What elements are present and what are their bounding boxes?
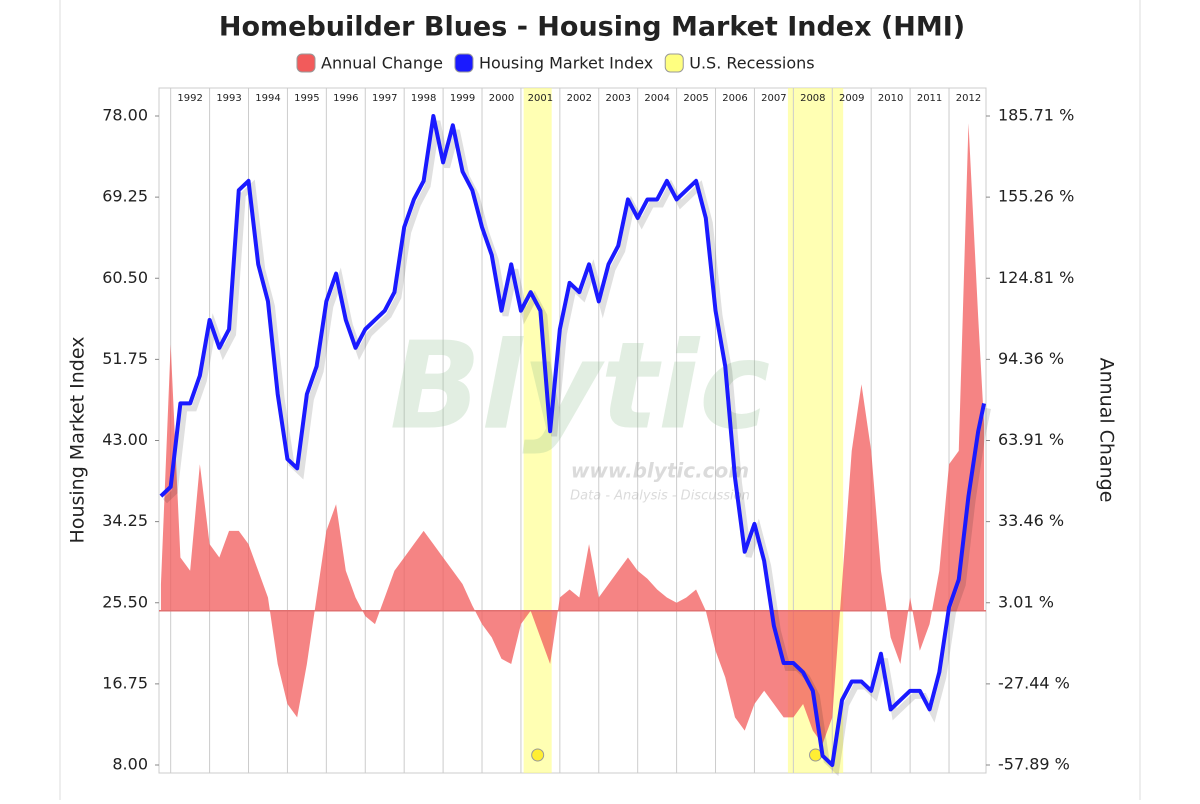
x-tick-label: 1992 — [177, 93, 202, 104]
x-tick-label: 2012 — [956, 93, 981, 104]
y2-axis-label: Annual Change — [1096, 358, 1118, 503]
watermark-url: www.blytic.com — [571, 459, 749, 483]
y2-tick-label: 185.71 % — [998, 106, 1074, 125]
x-tick-label: 1999 — [450, 93, 475, 104]
x-tick-label: 1997 — [372, 93, 397, 104]
y-tick-label: 34.25 — [102, 511, 148, 530]
hmi-line — [159, 114, 987, 767]
y2-tick-label: 94.36 % — [998, 349, 1064, 368]
x-tick-label: 2010 — [878, 93, 903, 104]
x-tick-label: 1995 — [294, 93, 319, 104]
event-marker — [531, 748, 545, 762]
x-tick-label: 2002 — [567, 93, 592, 104]
y-tick-label: 69.25 — [102, 187, 148, 206]
x-tick-label: 2000 — [489, 93, 514, 104]
x-tick-label: 2008 — [800, 93, 825, 104]
legend-label: Housing Market Index — [479, 54, 653, 73]
watermark-tagline: Data - Analysis - Discussion — [570, 489, 750, 504]
legend-label: Annual Change — [321, 54, 443, 73]
y-tick-label: 51.75 — [102, 349, 148, 368]
x-tick-label: 2003 — [606, 93, 631, 104]
legend-label: U.S. Recessions — [689, 54, 814, 73]
x-tick-label: 1998 — [411, 93, 436, 104]
x-tick-label: 2011 — [917, 93, 942, 104]
legend-swatch — [454, 53, 474, 73]
y2-tick-label: -27.44 % — [998, 673, 1070, 692]
y2-tick-label: 124.81 % — [998, 268, 1074, 287]
y2-tick-label: 63.91 % — [998, 430, 1064, 449]
x-tick-label: 2009 — [839, 93, 864, 104]
plot-border — [158, 87, 987, 774]
y2-tick-label: 155.26 % — [998, 187, 1074, 206]
y2-tick-label: 33.46 % — [998, 511, 1064, 530]
x-tick-label: 1996 — [333, 93, 358, 104]
recession-band — [523, 88, 552, 773]
y2-tick-label: 3.01 % — [998, 592, 1054, 611]
y-tick-label: 25.50 — [102, 592, 148, 611]
x-tick-label: 2001 — [528, 93, 553, 104]
x-tick-label: 1993 — [216, 93, 241, 104]
chart-title: Homebuilder Blues - Housing Market Index… — [219, 12, 965, 43]
y-axis-label: Housing Market Index — [67, 337, 89, 544]
y2-tick-label: -57.89 % — [998, 755, 1070, 774]
y-tick-label: 8.00 — [112, 755, 148, 774]
x-tick-label: 2007 — [761, 93, 786, 104]
x-tick-label: 1994 — [255, 93, 280, 104]
watermark-logo: Blytic — [390, 318, 770, 457]
y-tick-label: 78.00 — [102, 106, 148, 125]
y-tick-label: 43.00 — [102, 430, 148, 449]
legend-swatch — [664, 53, 684, 73]
x-tick-label: 2004 — [644, 93, 669, 104]
legend-swatch — [296, 53, 316, 73]
y-tick-label: 16.75 — [102, 673, 148, 692]
y-tick-label: 60.50 — [102, 268, 148, 287]
event-marker — [809, 748, 823, 762]
x-tick-label: 2006 — [722, 93, 747, 104]
x-tick-label: 2005 — [683, 93, 708, 104]
